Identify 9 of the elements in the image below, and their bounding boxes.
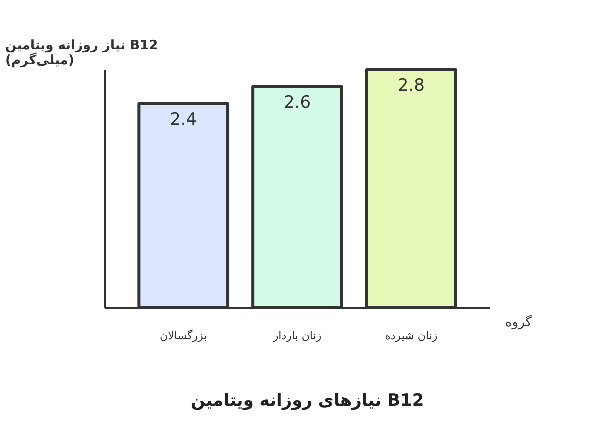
x-tick-label: زنان باردار	[272, 330, 322, 342]
data-label: 2.6	[284, 93, 312, 113]
x-tick-label: بزرگسالان	[160, 330, 208, 342]
data-label: 2.8	[398, 76, 425, 96]
data-label: 2.4	[170, 110, 198, 130]
x-tick-label: زنان شیرده	[385, 330, 438, 342]
x-axis-title: گروه	[506, 314, 533, 330]
y-axis-title: نیاز روزانه ویتامین B12 (میلی‌گرم)	[6, 38, 158, 68]
text: نیازهای روزانه ویتامین B12	[190, 391, 424, 411]
